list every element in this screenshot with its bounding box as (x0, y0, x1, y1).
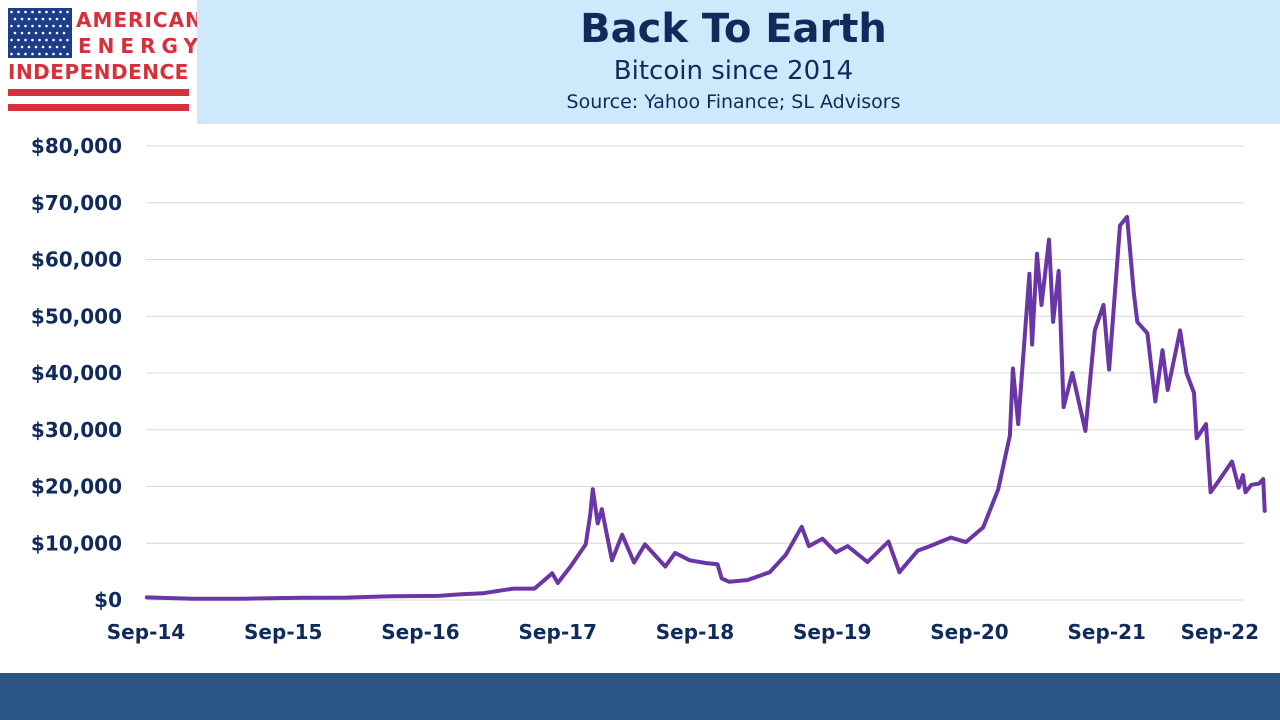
flag-star (45, 52, 48, 56)
y-axis-labels: $0 $10,000 $20,000 $30,000 $40,000 $50,000 $60… (31, 134, 122, 612)
flag-star (38, 24, 41, 28)
flag-star (24, 52, 27, 56)
flag-star (52, 52, 55, 56)
flag-star (59, 38, 62, 42)
x-tick-label: Sep-19 (793, 620, 871, 644)
flag-star (10, 52, 13, 56)
logo-stripe (8, 89, 189, 96)
flag-star (59, 24, 62, 28)
y-tick-label: $20,000 (31, 475, 122, 499)
flag-star (59, 10, 62, 14)
flag-star (17, 24, 20, 28)
y-tick-label: $10,000 (31, 531, 122, 555)
flag-star (17, 52, 20, 56)
x-tick-label: Sep-20 (930, 620, 1008, 644)
x-tick-label: Sep-15 (244, 620, 322, 644)
x-tick-label: Sep-21 (1068, 620, 1146, 644)
flag-star (66, 24, 69, 28)
chart-subtitle: Bitcoin since 2014 (613, 56, 854, 86)
flag-star (52, 38, 55, 42)
gridlines (146, 145, 1244, 601)
flag-star (20, 45, 24, 49)
flag-star (45, 10, 48, 14)
flag-star (55, 31, 59, 35)
flag-star (31, 38, 34, 42)
y-tick-label: $60,000 (31, 248, 122, 272)
y-tick-label: $40,000 (31, 361, 122, 385)
flag-star (55, 17, 59, 21)
x-tick-label: Sep-18 (656, 620, 734, 644)
flag-star (48, 17, 52, 21)
y-tick-label: $70,000 (31, 191, 122, 215)
logo: AMERICAN ENERGY INDEPENDENCE (0, 0, 202, 124)
flag-star (41, 31, 45, 35)
flag-star (13, 31, 17, 35)
flag-star (17, 10, 20, 14)
flag-star (55, 45, 59, 49)
x-tick-label: Sep-16 (381, 620, 459, 644)
chart-title: Back To Earth (580, 6, 887, 52)
flag-star (10, 38, 13, 42)
flag-star (52, 24, 55, 28)
flag-star (41, 17, 45, 21)
y-tick-label: $0 (94, 588, 122, 612)
flag-star (20, 17, 24, 21)
footer-bar (0, 673, 1280, 720)
flag-star (24, 38, 27, 42)
chart-source: Source: Yahoo Finance; SL Advisors (566, 91, 901, 113)
flag-star (66, 38, 69, 42)
flag-star (31, 10, 34, 14)
x-tick-label: Sep-22 (1181, 620, 1259, 644)
flag-star (13, 17, 17, 21)
flag-star (38, 10, 41, 14)
flag-star (66, 52, 69, 56)
flag-star (45, 24, 48, 28)
flag-canton (8, 8, 72, 58)
y-tick-label: $30,000 (31, 418, 122, 442)
bitcoin-price-chart: $0 $10,000 $20,000 $30,000 $40,000 $50,000 $60… (31, 134, 1267, 644)
flag-star (24, 24, 27, 28)
flag-star (62, 17, 66, 21)
x-axis-labels: Sep-14 Sep-15 Sep-16 Sep-17 Sep-18 Sep-19 Sep-… (107, 620, 1259, 644)
flag-star (48, 45, 52, 49)
logo-text-independence: INDEPENDENCE (8, 60, 189, 84)
flag-star (31, 52, 34, 56)
flag-star (62, 31, 66, 35)
flag-star (31, 24, 34, 28)
flag-star (20, 31, 24, 35)
flag-star (34, 45, 38, 49)
flag-star (62, 45, 66, 49)
flag-star (52, 10, 55, 14)
header-banner: Back To Earth Bitcoin since 2014 Source:… (197, 0, 1280, 124)
flag-star (34, 17, 38, 21)
flag-star (10, 24, 13, 28)
flag-star (45, 38, 48, 42)
flag-star (59, 52, 62, 56)
flag-star (34, 31, 38, 35)
flag-star (41, 45, 45, 49)
logo-text-american: AMERICAN (76, 8, 203, 32)
x-tick-label: Sep-14 (107, 620, 185, 644)
flag-star (13, 45, 17, 49)
price-series-line (144, 214, 1267, 601)
flag-star (27, 31, 31, 35)
flag-star (48, 31, 52, 35)
flag-star (24, 10, 27, 14)
flag-star (27, 17, 31, 21)
flag-star (10, 10, 13, 14)
american-flag-icon (8, 8, 72, 58)
logo-stripe (8, 104, 189, 111)
x-tick-label: Sep-17 (519, 620, 597, 644)
flag-star (66, 10, 69, 14)
y-tick-label: $50,000 (31, 304, 122, 328)
flag-star (38, 52, 41, 56)
flag-star (27, 45, 31, 49)
flag-star (38, 38, 41, 42)
y-tick-label: $80,000 (31, 134, 122, 158)
flag-stars (10, 10, 69, 56)
logo-text-energy: ENERGY (78, 34, 204, 58)
flag-star (17, 38, 20, 42)
